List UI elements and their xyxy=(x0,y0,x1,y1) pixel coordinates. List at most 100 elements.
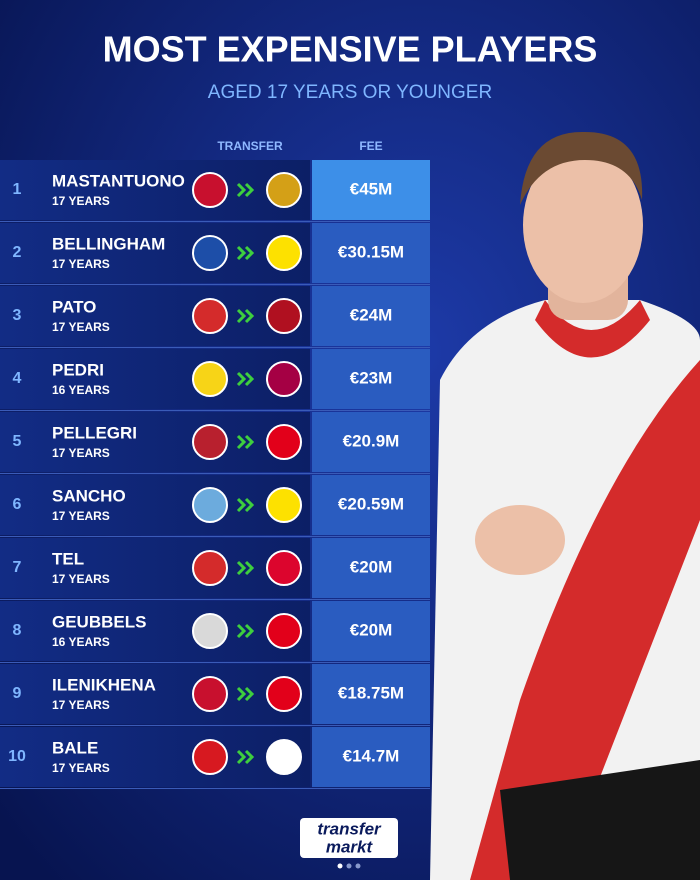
player-age: 16 YEARS xyxy=(52,635,110,649)
fee-cell xyxy=(312,160,430,220)
table-row: 5 PELLEGRI 17 YEARS €20.9M xyxy=(0,412,430,474)
rank: 8 xyxy=(13,622,22,639)
logo-text: transfer xyxy=(317,819,382,838)
fee-cell xyxy=(312,286,430,346)
fee-cell xyxy=(312,601,430,661)
column-header: TRANSFER xyxy=(217,139,283,153)
club-badge-to xyxy=(266,172,302,208)
player-name: PELLEGRI xyxy=(52,423,137,442)
club-badge-to xyxy=(266,235,302,271)
club-badge-to xyxy=(266,676,302,712)
row-background xyxy=(0,160,310,220)
table-row: 8 GEUBBELS 16 YEARS €20M xyxy=(0,601,430,663)
rank: 5 xyxy=(13,433,22,450)
club-badge-from xyxy=(192,172,228,208)
player-name: PATO xyxy=(52,297,96,316)
rank: 1 xyxy=(13,181,22,198)
club-badge-to xyxy=(266,424,302,460)
table-row: 1 MASTANTUONO 17 YEARS €45M xyxy=(0,160,430,222)
player-name: SANCHO xyxy=(52,486,126,505)
fee-cell xyxy=(312,727,430,787)
row-background xyxy=(0,727,310,787)
fee: €24M xyxy=(350,305,393,324)
title: MOST EXPENSIVE PLAYERS xyxy=(103,29,598,70)
table-row: 6 SANCHO 17 YEARS €20.59M xyxy=(0,475,430,537)
club-badge-from xyxy=(192,487,228,523)
rank: 9 xyxy=(13,685,22,702)
table-row: 4 PEDRI 16 YEARS €23M xyxy=(0,349,430,411)
fee: €18.75M xyxy=(338,683,404,702)
fee-cell xyxy=(312,475,430,535)
row-background xyxy=(0,664,310,724)
club-badge-to xyxy=(266,550,302,586)
fee: €23M xyxy=(350,368,393,387)
fee: €20.9M xyxy=(343,431,400,450)
club-badge-to xyxy=(266,613,302,649)
player-age: 17 YEARS xyxy=(52,194,110,208)
player-name: BALE xyxy=(52,738,98,757)
transfer-arrow xyxy=(236,434,255,450)
fee: €14.7M xyxy=(343,746,400,765)
club-badge-from xyxy=(192,298,228,334)
player-age: 17 YEARS xyxy=(52,761,110,775)
player-name: ILENIKHENA xyxy=(52,675,156,694)
table-row: 9 ILENIKHENA 17 YEARS €18.75M xyxy=(0,664,430,726)
player-name: BELLINGHAM xyxy=(52,234,165,253)
club-badge-from xyxy=(192,235,228,271)
transfer-arrow xyxy=(236,308,255,324)
club-badge-from xyxy=(192,424,228,460)
player-age: 17 YEARS xyxy=(52,320,110,334)
rank: 3 xyxy=(13,307,22,324)
table-row: 3 PATO 17 YEARS €24M xyxy=(0,286,430,348)
row-background xyxy=(0,286,310,346)
fee-cell xyxy=(312,349,430,409)
table-row: 10 BALE 17 YEARS €14.7M xyxy=(0,727,430,789)
table-row: 7 TEL 17 YEARS €20M xyxy=(0,538,430,600)
player-age: 17 YEARS xyxy=(52,698,110,712)
logo-text: markt xyxy=(326,837,374,856)
row-background xyxy=(0,349,310,409)
player-age: 17 YEARS xyxy=(52,572,110,586)
transfer-arrow xyxy=(236,686,255,702)
transfer-arrow xyxy=(236,560,255,576)
row-background xyxy=(0,223,310,283)
club-badge-to xyxy=(266,739,302,775)
club-badge-from xyxy=(192,613,228,649)
player-age: 17 YEARS xyxy=(52,509,110,523)
club-badge-to xyxy=(266,361,302,397)
player-photo xyxy=(430,131,700,880)
rank: 2 xyxy=(13,244,22,261)
transfer-arrow xyxy=(236,371,255,387)
club-badge-from xyxy=(192,361,228,397)
row-background xyxy=(0,601,310,661)
subtitle: AGED 17 YEARS OR YOUNGER xyxy=(208,82,492,103)
fee: €20M xyxy=(350,557,393,576)
player-name: PEDRI xyxy=(52,360,104,379)
fee-cell xyxy=(312,412,430,472)
row-background xyxy=(0,538,310,598)
row-background xyxy=(0,412,310,472)
transfer-arrow xyxy=(236,749,255,765)
club-badge-from xyxy=(192,550,228,586)
club-badge-from xyxy=(192,739,228,775)
fee-cell xyxy=(312,538,430,598)
row-background xyxy=(0,475,310,535)
fee-cell xyxy=(312,664,430,724)
rank: 7 xyxy=(13,559,22,576)
player-name: MASTANTUONO xyxy=(52,171,185,190)
fee: €30.15M xyxy=(338,242,404,261)
fee-cell xyxy=(312,223,430,283)
rank: 10 xyxy=(8,748,26,765)
transfer-arrow xyxy=(236,497,255,513)
column-header: FEE xyxy=(359,139,382,153)
fee: €20.59M xyxy=(338,494,404,513)
club-badge-from xyxy=(192,676,228,712)
table-row: 2 BELLINGHAM 17 YEARS €30.15M xyxy=(0,223,430,285)
player-age: 17 YEARS xyxy=(52,446,110,460)
player-name: TEL xyxy=(52,549,84,568)
player-age: 16 YEARS xyxy=(52,383,110,397)
player-age: 17 YEARS xyxy=(52,257,110,271)
fee: €45M xyxy=(350,179,393,198)
